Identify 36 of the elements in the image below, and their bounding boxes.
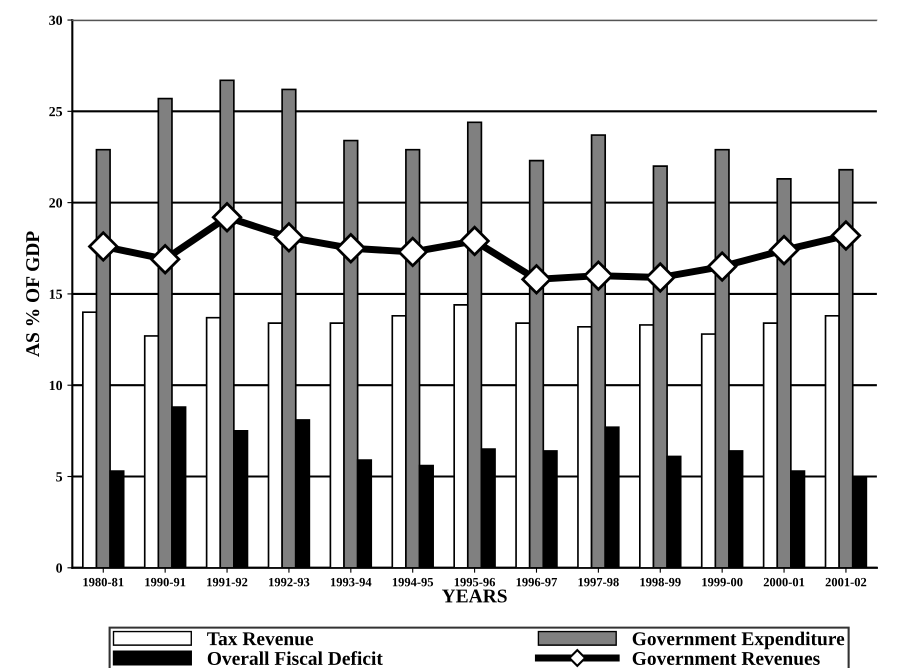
legend-label: Government Expenditure [632, 632, 844, 650]
x-tick-label: 1999-00 [702, 578, 743, 586]
x-tick-label: 1995-96 [454, 578, 496, 586]
x-tick-label: 1997-98 [578, 578, 619, 586]
x-tick-label: 2001-02 [826, 578, 866, 586]
point [459, 226, 490, 256]
x-axis-title: YEARS [442, 589, 507, 603]
y-tick-label: 30 [49, 16, 62, 25]
x-tick-label: 1998-99 [640, 578, 681, 586]
x-tick-label: 1993-94 [330, 578, 372, 586]
y-tick-label: 0 [56, 563, 62, 573]
point [88, 231, 118, 262]
y-tick-label: 15 [50, 290, 62, 299]
y-axis-title: AS % OF GDP [26, 231, 40, 357]
point [274, 222, 304, 252]
y-tick-label: 20 [49, 198, 62, 208]
y-tick-label: 10 [50, 380, 62, 390]
x-tick-label: 1990-91 [145, 578, 186, 586]
point [398, 236, 428, 268]
x-tick-label: 2000-01 [764, 578, 804, 586]
point [830, 220, 862, 251]
x-tick-label: 1994-95 [392, 578, 434, 586]
y-tick-label: 25 [49, 106, 62, 116]
point [707, 251, 738, 282]
x-tick-label: 1996-97 [516, 578, 558, 586]
point [768, 234, 800, 266]
legend-label: Government Revenues [632, 652, 820, 666]
x-tick-label: 1980-81 [83, 578, 124, 586]
point [150, 244, 180, 274]
y-tick-label: 5 [56, 472, 62, 482]
x-tick-label: 1991-92 [207, 578, 248, 586]
x-tick-label: 1992-93 [269, 578, 310, 586]
legend-label: Overall Fiscal Deficit [208, 651, 383, 666]
point [336, 233, 366, 264]
point [212, 202, 242, 232]
legend-label: Tax Revenue [207, 632, 314, 646]
